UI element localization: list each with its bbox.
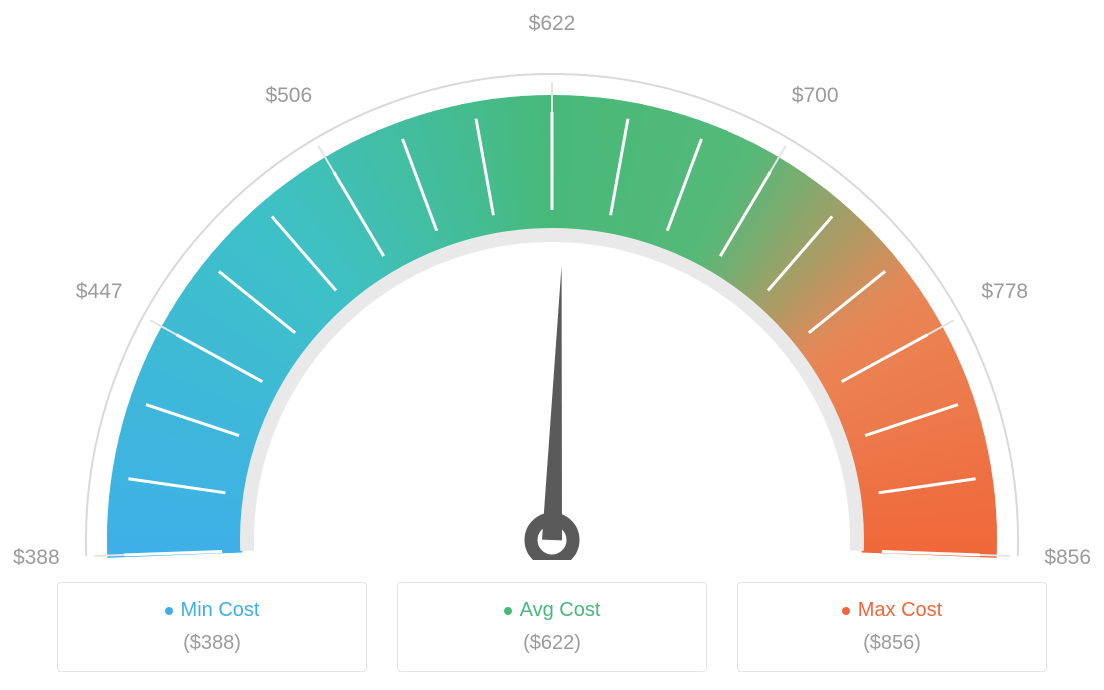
legend-box-max: Max Cost ($856) (737, 582, 1047, 672)
legend-label: Min Cost (181, 599, 260, 622)
dot-icon (165, 607, 173, 615)
gauge-tick-label: $778 (981, 280, 1028, 304)
gauge-tick-label: $506 (265, 84, 312, 108)
gauge-chart: $388$447$506$622$700$778$856 (0, 0, 1104, 560)
legend-title-max: Max Cost (842, 599, 942, 622)
gauge-tick-label: $388 (13, 546, 60, 570)
dot-icon (842, 607, 850, 615)
dot-icon (504, 607, 512, 615)
legend-title-avg: Avg Cost (504, 599, 601, 622)
legend-label: Max Cost (858, 599, 942, 622)
gauge-tick-label: $856 (1044, 546, 1091, 570)
gauge-tick-label: $622 (529, 12, 576, 36)
legend-value: ($856) (738, 632, 1046, 655)
legend-row: Min Cost ($388) Avg Cost ($622) Max Cost… (0, 582, 1104, 672)
gauge-tick-label: $447 (76, 280, 123, 304)
gauge-svg (0, 0, 1104, 560)
legend-label: Avg Cost (520, 599, 601, 622)
legend-value: ($622) (398, 632, 706, 655)
gauge-tick-label: $700 (792, 84, 839, 108)
legend-title-min: Min Cost (165, 599, 260, 622)
legend-value: ($388) (58, 632, 366, 655)
legend-box-min: Min Cost ($388) (57, 582, 367, 672)
legend-box-avg: Avg Cost ($622) (397, 582, 707, 672)
